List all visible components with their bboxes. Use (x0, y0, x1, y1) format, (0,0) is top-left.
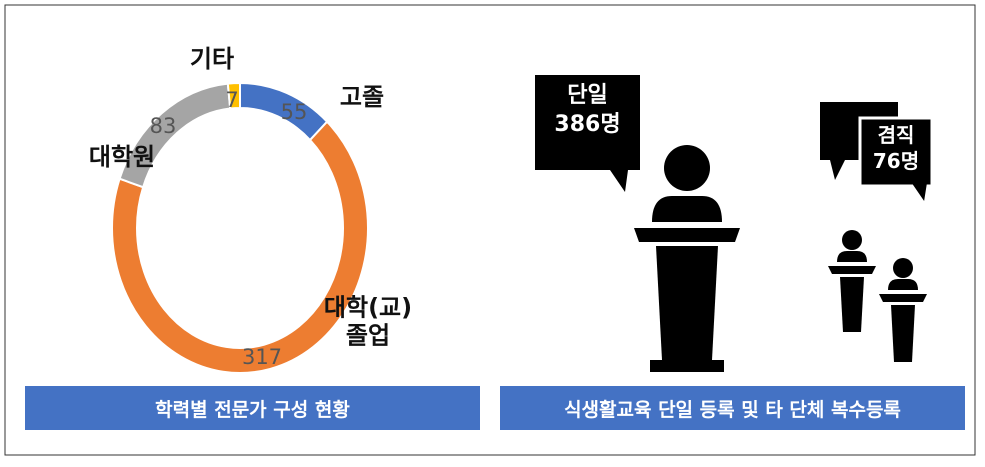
frame (4, 4, 976, 456)
category-label: 대학원 (88, 143, 156, 172)
person-body (652, 196, 722, 222)
person-body (837, 251, 867, 262)
value-label: 317 (241, 344, 283, 369)
podium-column (891, 305, 915, 362)
person-head (664, 145, 710, 191)
single-label: 단일 (567, 83, 608, 108)
dual-text: 겸직 76명 (860, 122, 932, 174)
podium-top (634, 228, 740, 242)
podium-base (650, 360, 724, 372)
chart-caption: 학력별 전문가 구성 현황 (25, 386, 480, 430)
panel-caption: 식생활교육 단일 등록 및 타 단체 복수등록 (500, 386, 965, 430)
category-label: 고졸 (339, 83, 385, 112)
dual-label: 겸직 (877, 123, 915, 147)
donut-segment (111, 120, 369, 374)
podium-column (840, 277, 864, 332)
single-text: 단일 386명 (535, 82, 640, 139)
value-label: 83 (149, 113, 177, 138)
podium-top (879, 294, 927, 302)
category-label: 대학(교) 졸업 (323, 293, 413, 349)
speech-bubble (858, 116, 934, 209)
person-body (888, 279, 918, 290)
person-head (842, 230, 862, 250)
value-label: 7 (225, 87, 239, 112)
speech-bubble (535, 75, 640, 192)
pictograms (535, 75, 934, 372)
dual-count: 76명 (872, 149, 920, 173)
single-count: 386명 (554, 111, 621, 137)
category-label: 기타 (189, 45, 235, 74)
podium-column (656, 246, 718, 360)
podium-top (828, 266, 876, 274)
donut-segment (226, 81, 241, 110)
person-head (893, 258, 913, 278)
value-label: 55 (280, 99, 308, 124)
